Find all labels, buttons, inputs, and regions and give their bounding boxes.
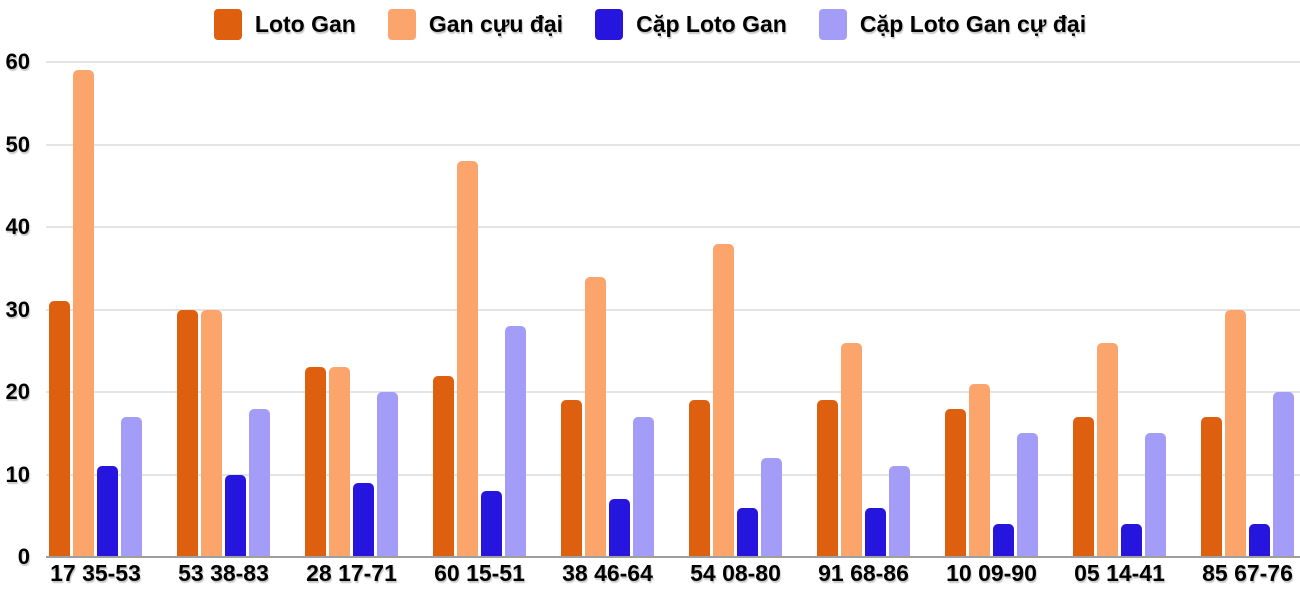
bar-loto-gan-60-15-51 [433, 375, 454, 557]
bar-gan-cuu-ai-85-67-76 [1225, 309, 1246, 557]
legend-swatch-cap-loto-gan-cu-ai [818, 8, 847, 40]
bar-loto-gan-17-35-53 [49, 301, 70, 557]
gridline-30 [46, 308, 1300, 311]
gridline-20 [46, 391, 1300, 393]
bar-gan-cuu-ai-54-08-80 [713, 243, 734, 557]
bar-gan-cuu-ai-38-46-64 [585, 276, 606, 557]
x-tick-label-85-67-76: 85 67-76 [1202, 560, 1293, 586]
bar-cap-loto-gan-cu-ai-91-68-86 [889, 466, 910, 557]
bar-cap-loto-gan-53-38-83 [225, 474, 246, 557]
bar-gan-cuu-ai-28-17-71 [329, 367, 350, 557]
bar-loto-gan-53-38-83 [177, 309, 198, 557]
bar-group-38-46-64 [561, 62, 654, 557]
bar-group-53-38-83 [177, 62, 270, 557]
y-tick-label-30: 30 [5, 296, 30, 322]
y-tick-label-20: 20 [5, 379, 30, 404]
bar-group-10-09-90 [945, 62, 1038, 557]
bar-group-05-14-41 [1073, 62, 1166, 557]
bar-cap-loto-gan-54-08-80 [737, 507, 758, 557]
bar-cap-loto-gan-28-17-71 [353, 482, 374, 557]
x-axis-line [46, 556, 1300, 558]
bar-cap-loto-gan-cu-ai-60-15-51 [505, 326, 526, 557]
y-tick-label-50: 50 [5, 131, 30, 157]
bar-gan-cuu-ai-91-68-86 [841, 342, 862, 557]
bar-cap-loto-gan-05-14-41 [1121, 524, 1142, 557]
gridline-50 [46, 143, 1300, 146]
legend-item-cap-loto-gan-cu-ai[interactable]: Cặp Loto Gan cự đại [818, 8, 1087, 40]
bar-cap-loto-gan-cu-ai-85-67-76 [1273, 392, 1294, 557]
legend-label: Cặp Loto Gan [636, 10, 787, 37]
legend-item-loto-gan[interactable]: Loto Gan [213, 8, 356, 40]
bar-cap-loto-gan-38-46-64 [609, 499, 630, 557]
bar-loto-gan-54-08-80 [689, 400, 710, 557]
x-tick-label-28-17-71: 28 17-71 [306, 560, 397, 586]
plot-area [46, 61, 1300, 558]
bar-cap-loto-gan-cu-ai-54-08-80 [761, 458, 782, 557]
x-tick-label-17-35-53: 17 35-53 [50, 560, 141, 586]
bar-gan-cuu-ai-53-38-83 [201, 309, 222, 557]
x-tick-label-91-68-86: 91 68-86 [818, 560, 909, 586]
bar-group-28-17-71 [305, 62, 398, 557]
bar-cap-loto-gan-85-67-76 [1249, 524, 1270, 557]
bar-gan-cuu-ai-60-15-51 [457, 161, 478, 557]
bar-cap-loto-gan-10-09-90 [993, 524, 1014, 557]
x-tick-label-10-09-90: 10 09-90 [946, 560, 1037, 586]
gridline-10 [46, 473, 1300, 476]
y-tick-label-10: 10 [5, 461, 30, 487]
bars [46, 62, 1300, 557]
bar-cap-loto-gan-cu-ai-38-46-64 [633, 416, 654, 557]
bar-cap-loto-gan-cu-ai-10-09-90 [1017, 433, 1038, 557]
bar-cap-loto-gan-cu-ai-53-38-83 [249, 408, 270, 557]
y-tick-label-60: 60 [5, 49, 30, 74]
bar-cap-loto-gan-cu-ai-17-35-53 [121, 416, 142, 557]
x-tick-label-54-08-80: 54 08-80 [690, 560, 781, 586]
gridline-40 [46, 226, 1300, 228]
bar-loto-gan-85-67-76 [1201, 416, 1222, 557]
legend-label: Cặp Loto Gan cự đại [859, 10, 1087, 37]
bar-cap-loto-gan-60-15-51 [481, 491, 502, 557]
bar-gan-cuu-ai-05-14-41 [1097, 342, 1118, 557]
bar-loto-gan-10-09-90 [945, 408, 966, 557]
legend-item-cap-loto-gan[interactable]: Cặp Loto Gan [595, 8, 787, 40]
x-tick-label-53-38-83: 53 38-83 [178, 560, 269, 586]
bar-group-91-68-86 [817, 62, 910, 557]
bar-group-60-15-51 [433, 62, 526, 557]
bar-gan-cuu-ai-17-35-53 [73, 70, 94, 557]
bar-cap-loto-gan-cu-ai-05-14-41 [1145, 433, 1166, 557]
bar-loto-gan-05-14-41 [1073, 416, 1094, 557]
legend-swatch-loto-gan [213, 8, 242, 40]
chart-legend: Loto Gan Gan cựu đại Cặp Loto Gan Cặp Loto … [0, 7, 1300, 41]
legend-item-gan-cuu-ai[interactable]: Gan cựu đại [387, 8, 564, 40]
x-tick-label-38-46-64: 38 46-64 [562, 560, 653, 586]
gridline-60 [46, 61, 1300, 63]
bar-group-85-67-76 [1201, 62, 1294, 557]
bar-loto-gan-38-46-64 [561, 400, 582, 557]
legend-swatch-gan-cuu-ai [387, 8, 416, 40]
bar-group-54-08-80 [689, 62, 782, 557]
legend-swatch-cap-loto-gan [595, 8, 624, 40]
y-axis: 0 10 20 30 40 50 60 [0, 51, 32, 568]
y-tick-label-0: 0 [17, 544, 30, 569]
x-tick-label-60-15-51: 60 15-51 [434, 560, 525, 586]
bar-loto-gan-28-17-71 [305, 367, 326, 557]
x-tick-label-05-14-41: 05 14-41 [1074, 560, 1165, 586]
bar-gan-cuu-ai-10-09-90 [969, 383, 990, 557]
bar-loto-gan-91-68-86 [817, 400, 838, 557]
bar-group-17-35-53 [49, 62, 142, 557]
bar-cap-loto-gan-17-35-53 [97, 466, 118, 557]
bar-cap-loto-gan-91-68-86 [865, 507, 886, 557]
y-tick-label-40: 40 [5, 214, 30, 239]
x-axis: 17 35-53 53 38-83 28 17-71 60 15-51 38 46-64… [46, 560, 1300, 586]
legend-label: Gan cựu đại [428, 10, 564, 37]
legend-label: Loto Gan [254, 10, 356, 37]
bar-cap-loto-gan-cu-ai-28-17-71 [377, 392, 398, 557]
